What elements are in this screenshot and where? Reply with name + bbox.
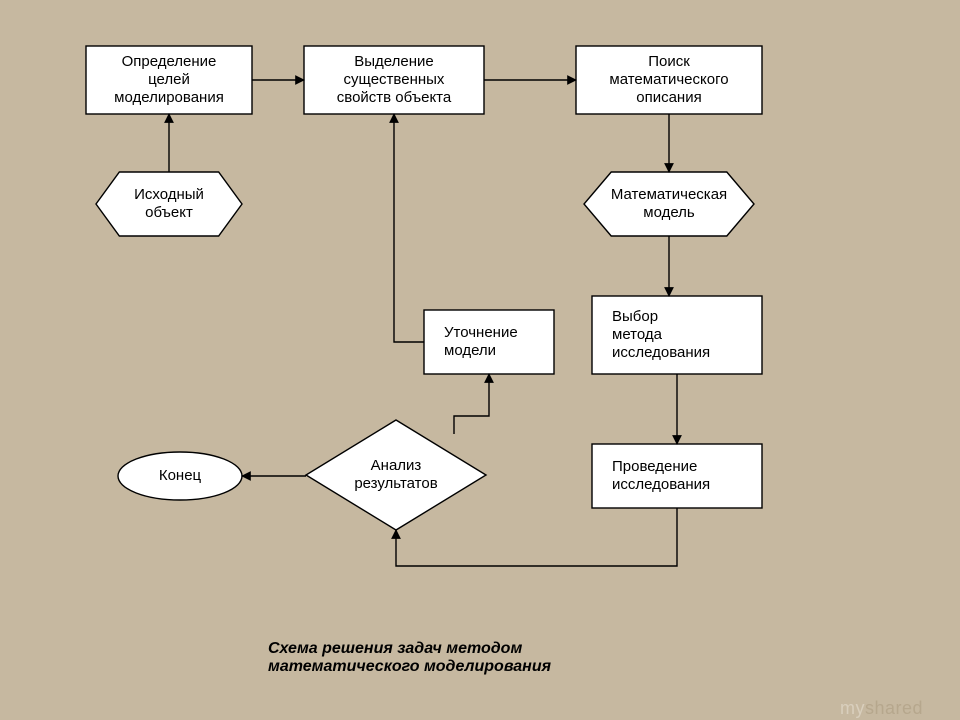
node-label-n6: Уточнение модели: [430, 310, 548, 374]
node-label-n1: Определение целей моделирования: [92, 46, 246, 114]
diagram-stage: Определение целей моделирования Выделение…: [0, 0, 960, 720]
node-label-n2: Выделение существенных свойств объекта: [310, 46, 478, 114]
node-label-n4: Исходный объект: [111, 172, 228, 236]
watermark: myshared: [840, 698, 923, 719]
node-label-n9: Анализ результатов: [328, 420, 465, 530]
watermark-light: my: [840, 698, 865, 718]
node-label-n3: Поиск математического описания: [582, 46, 756, 114]
node-label-n8: Проведение исследования: [598, 444, 756, 508]
node-label-n5: Математическая модель: [601, 172, 737, 236]
node-label-n7: Выбор метода исследования: [598, 296, 756, 374]
edge-n6-n2: [394, 114, 424, 342]
caption: Схема решения задач методом математическ…: [268, 640, 551, 676]
watermark-dark: shared: [865, 698, 923, 718]
node-label-n10: Конец: [124, 452, 236, 500]
